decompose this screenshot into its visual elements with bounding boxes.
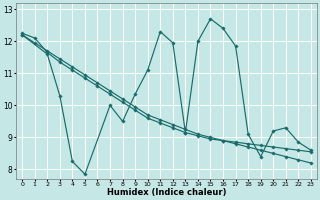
X-axis label: Humidex (Indice chaleur): Humidex (Indice chaleur): [107, 188, 226, 197]
